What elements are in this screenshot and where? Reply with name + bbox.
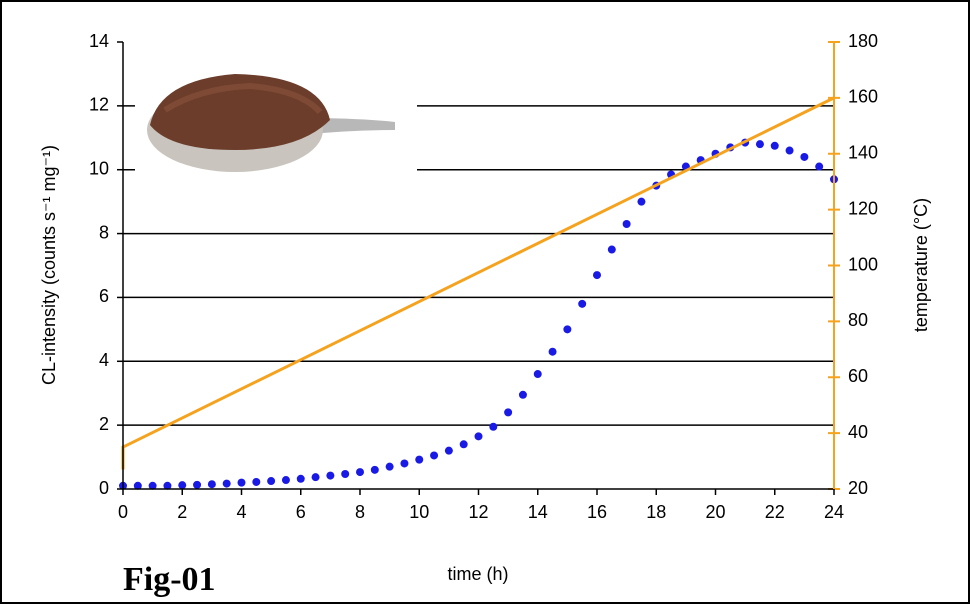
- y2-tick-label: 40: [848, 422, 868, 442]
- data-point: [133, 481, 142, 490]
- y-tick-label: 8: [99, 222, 109, 242]
- x-tick-label: 20: [705, 502, 725, 522]
- y2-tick-label: 20: [848, 478, 868, 498]
- data-point: [518, 390, 527, 399]
- data-point: [607, 245, 616, 254]
- x-tick-label: 16: [587, 502, 607, 522]
- x-axis-label: time (h): [447, 564, 508, 584]
- data-point: [415, 455, 424, 464]
- data-point: [785, 146, 794, 155]
- data-point: [148, 481, 157, 490]
- y2-tick-label: 100: [848, 254, 878, 274]
- photo: [135, 62, 417, 188]
- data-point: [578, 299, 587, 308]
- data-point: [237, 478, 246, 487]
- data-point: [815, 162, 824, 171]
- data-point: [370, 465, 379, 474]
- y2-tick-label: 160: [848, 87, 878, 107]
- y-axis-label: CL-intensity (counts s⁻¹ mg⁻¹): [39, 145, 59, 385]
- figure-label: Fig-01: [123, 561, 216, 598]
- data-point: [563, 325, 572, 334]
- data-point: [296, 474, 305, 483]
- y2-tick-label: 120: [848, 198, 878, 218]
- y-tick-label: 4: [99, 350, 109, 370]
- y2-tick-label: 60: [848, 366, 868, 386]
- data-point: [311, 473, 320, 482]
- data-point: [193, 480, 202, 489]
- data-point: [755, 140, 764, 149]
- data-point: [504, 408, 513, 417]
- x-tick-label: 12: [468, 502, 488, 522]
- data-point: [430, 451, 439, 460]
- data-point: [341, 469, 350, 478]
- data-point: [444, 446, 453, 455]
- y-tick-label: 6: [99, 286, 109, 306]
- data-point: [637, 197, 646, 206]
- x-tick-label: 10: [409, 502, 429, 522]
- data-point: [593, 271, 601, 280]
- x-tick-label: 24: [824, 502, 844, 522]
- data-point: [622, 219, 631, 228]
- y2-axis-label: temperature (°C): [911, 198, 931, 332]
- y2-tick-label: 80: [848, 310, 868, 330]
- data-point: [163, 481, 172, 490]
- y-tick-label: 14: [89, 31, 109, 51]
- data-point: [281, 476, 290, 485]
- data-point: [548, 347, 557, 356]
- x-tick-label: 0: [118, 502, 128, 522]
- y-tick-label: 12: [89, 95, 109, 115]
- data-point: [800, 152, 809, 161]
- x-tick-label: 8: [355, 502, 365, 522]
- x-tick-label: 18: [646, 502, 666, 522]
- y-tick-label: 2: [99, 414, 109, 434]
- data-point: [356, 468, 364, 477]
- data-point: [326, 471, 335, 480]
- y-tick-label: 0: [99, 478, 109, 498]
- x-tick-label: 6: [296, 502, 306, 522]
- x-tick-label: 22: [765, 502, 785, 522]
- data-point: [252, 477, 261, 486]
- x-tick-label: 2: [177, 502, 187, 522]
- data-point: [533, 370, 542, 379]
- data-point: [770, 141, 779, 150]
- data-point: [207, 480, 216, 489]
- y2-tick-label: 180: [848, 31, 878, 51]
- data-point: [459, 440, 468, 449]
- data-point: [400, 459, 409, 468]
- data-point: [222, 479, 231, 488]
- data-point: [178, 481, 187, 490]
- data-point: [489, 422, 498, 431]
- x-tick-label: 4: [236, 502, 246, 522]
- x-tick-label: 14: [528, 502, 548, 522]
- data-point: [474, 432, 483, 441]
- data-point: [385, 462, 394, 471]
- data-point: [267, 477, 276, 486]
- y-tick-label: 10: [89, 158, 109, 178]
- y2-tick-label: 140: [848, 143, 878, 163]
